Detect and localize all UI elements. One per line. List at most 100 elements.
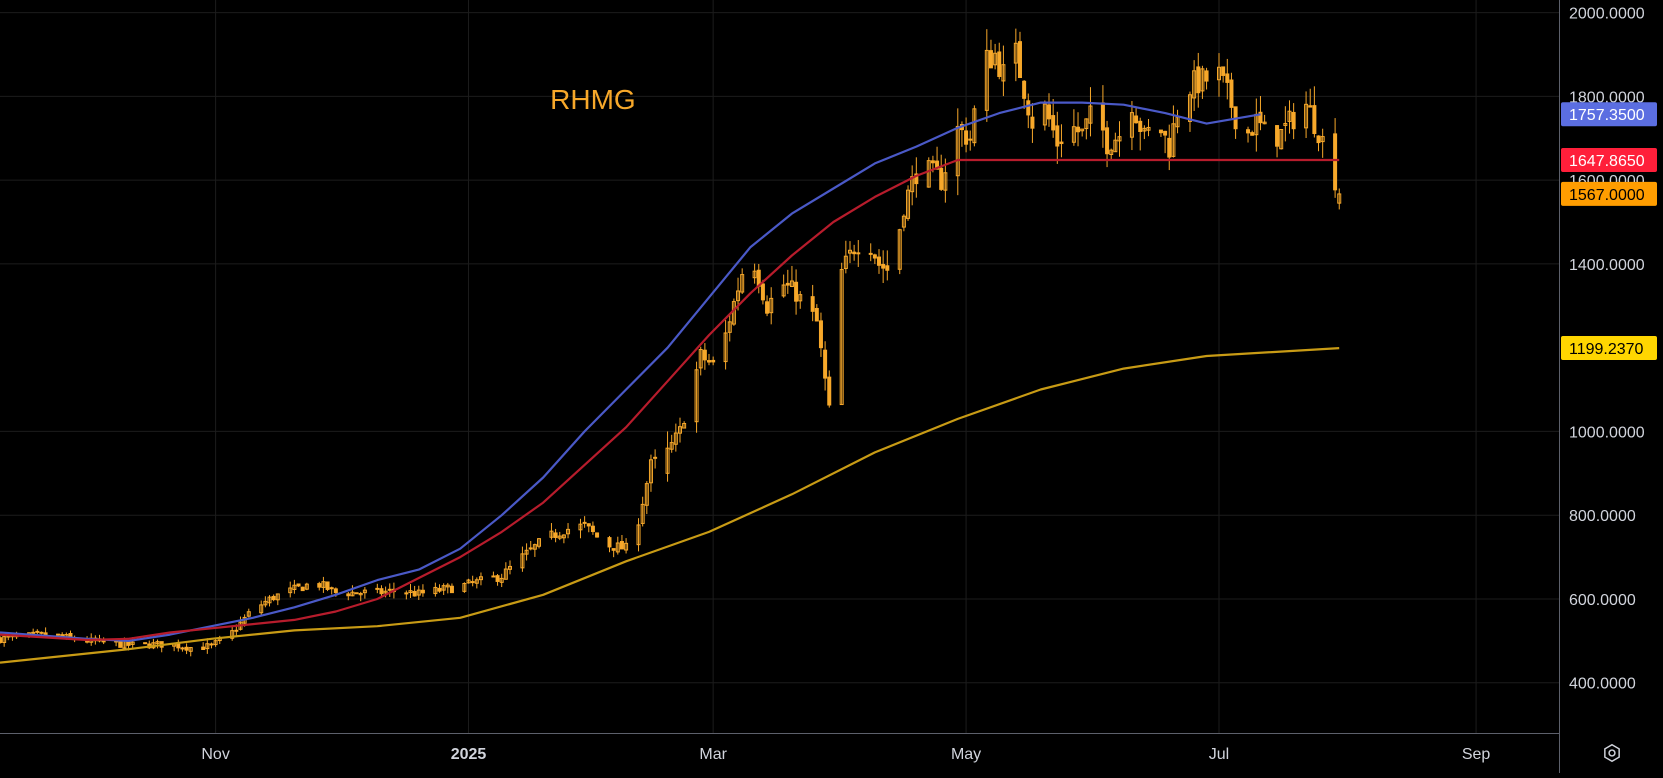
candle-body [300, 586, 305, 592]
candle-body [1167, 137, 1172, 158]
candle-body [1109, 149, 1114, 155]
y-tick-label: 400.0000 [1569, 676, 1636, 693]
candle-body [420, 589, 425, 594]
candle-body [362, 589, 367, 594]
candle-body [648, 459, 653, 484]
candle-body [872, 254, 877, 259]
candle-body [930, 160, 935, 164]
candle-body [1217, 66, 1222, 81]
candle-body [1171, 123, 1176, 157]
candle-body [561, 534, 566, 539]
series-line-3 [0, 347, 1340, 664]
candle-body [906, 189, 911, 219]
candle-body [1059, 141, 1064, 145]
candle-body [275, 593, 280, 601]
candle-body [230, 630, 235, 639]
candle-body [1192, 70, 1197, 99]
candle-body [856, 252, 861, 255]
candle-body [955, 125, 960, 177]
candle-body [317, 583, 322, 588]
chart-settings-button[interactable] [1597, 738, 1627, 768]
series-line-1 [0, 101, 1261, 643]
candle-body [636, 524, 641, 546]
candle-body [702, 349, 707, 361]
candle-body [553, 532, 558, 538]
candle-body [271, 595, 276, 601]
candle-body [1200, 68, 1205, 92]
candle-body [288, 587, 293, 594]
candle-body [350, 591, 355, 597]
candle-body [1246, 129, 1251, 134]
price-label-text: 1757.3500 [1569, 107, 1645, 124]
price-label-box [1561, 335, 1657, 360]
x-tick-label: 2025 [451, 746, 487, 763]
time-axis[interactable]: Nov2025MarMayJulSepNov [201, 746, 1663, 763]
candle-body [537, 538, 542, 547]
series-line-2 [0, 158, 1340, 642]
candle-body [408, 590, 413, 594]
candle-body [897, 229, 902, 270]
x-tick-label: May [951, 746, 981, 763]
candle-body [35, 630, 40, 633]
candle-body [1084, 118, 1089, 130]
candle-body [1080, 128, 1085, 132]
candle-body [499, 577, 504, 583]
candle-body [1250, 132, 1255, 136]
candle-body [582, 521, 587, 524]
x-tick-label: Nov [201, 746, 229, 763]
candle-body [827, 376, 832, 406]
candle-body [524, 549, 529, 555]
candle-body [910, 176, 915, 193]
candle-body [383, 590, 388, 594]
candle-body [723, 332, 728, 363]
candle-body [997, 51, 1002, 77]
y-tick-label: 1400.0000 [1569, 257, 1645, 274]
candle-body [640, 503, 645, 524]
candle-body [462, 583, 467, 592]
candle-body [839, 269, 844, 406]
candle-body [1275, 125, 1280, 147]
candle-body [0, 637, 2, 644]
candle-body [781, 284, 786, 297]
candle-body [1076, 126, 1081, 133]
candle-body [296, 583, 301, 587]
candle-body [1047, 104, 1052, 120]
price-label-text: 1647.8650 [1569, 153, 1645, 170]
candle-body [707, 360, 712, 363]
candle-body [578, 523, 583, 531]
price-axis[interactable]: 2000.00001800.00001600.00001400.00001000… [1569, 6, 1645, 693]
candle-body [39, 631, 44, 634]
candle-body [993, 52, 998, 66]
candle-body [31, 631, 36, 634]
candle-body [881, 263, 886, 269]
price-label-box [1561, 181, 1657, 206]
candle-body [379, 588, 384, 595]
candle-body [416, 589, 421, 596]
candle-body [292, 584, 297, 590]
candle-body [1017, 41, 1022, 79]
x-tick-label: Jul [1209, 746, 1229, 763]
candle-body [935, 160, 940, 170]
candle-body [329, 587, 334, 590]
candle-body [968, 138, 973, 141]
candle-body [520, 553, 525, 569]
candle-body [1100, 102, 1105, 131]
candle-body [387, 588, 392, 591]
candle-body [404, 592, 409, 595]
candle-body [201, 646, 206, 651]
candle-body [740, 274, 745, 293]
candle-body [1187, 94, 1192, 122]
candles [0, 28, 1342, 657]
candle-body [823, 349, 828, 379]
candle-body [852, 251, 857, 255]
candle-body [1088, 105, 1093, 124]
candle-body [644, 483, 649, 506]
candle-body [1262, 121, 1267, 125]
candle-body [1304, 103, 1309, 129]
candle-body [1221, 66, 1226, 76]
candle-body [412, 590, 417, 597]
candle-body [437, 587, 442, 592]
candle-body [607, 537, 612, 548]
candle-body [441, 585, 446, 591]
